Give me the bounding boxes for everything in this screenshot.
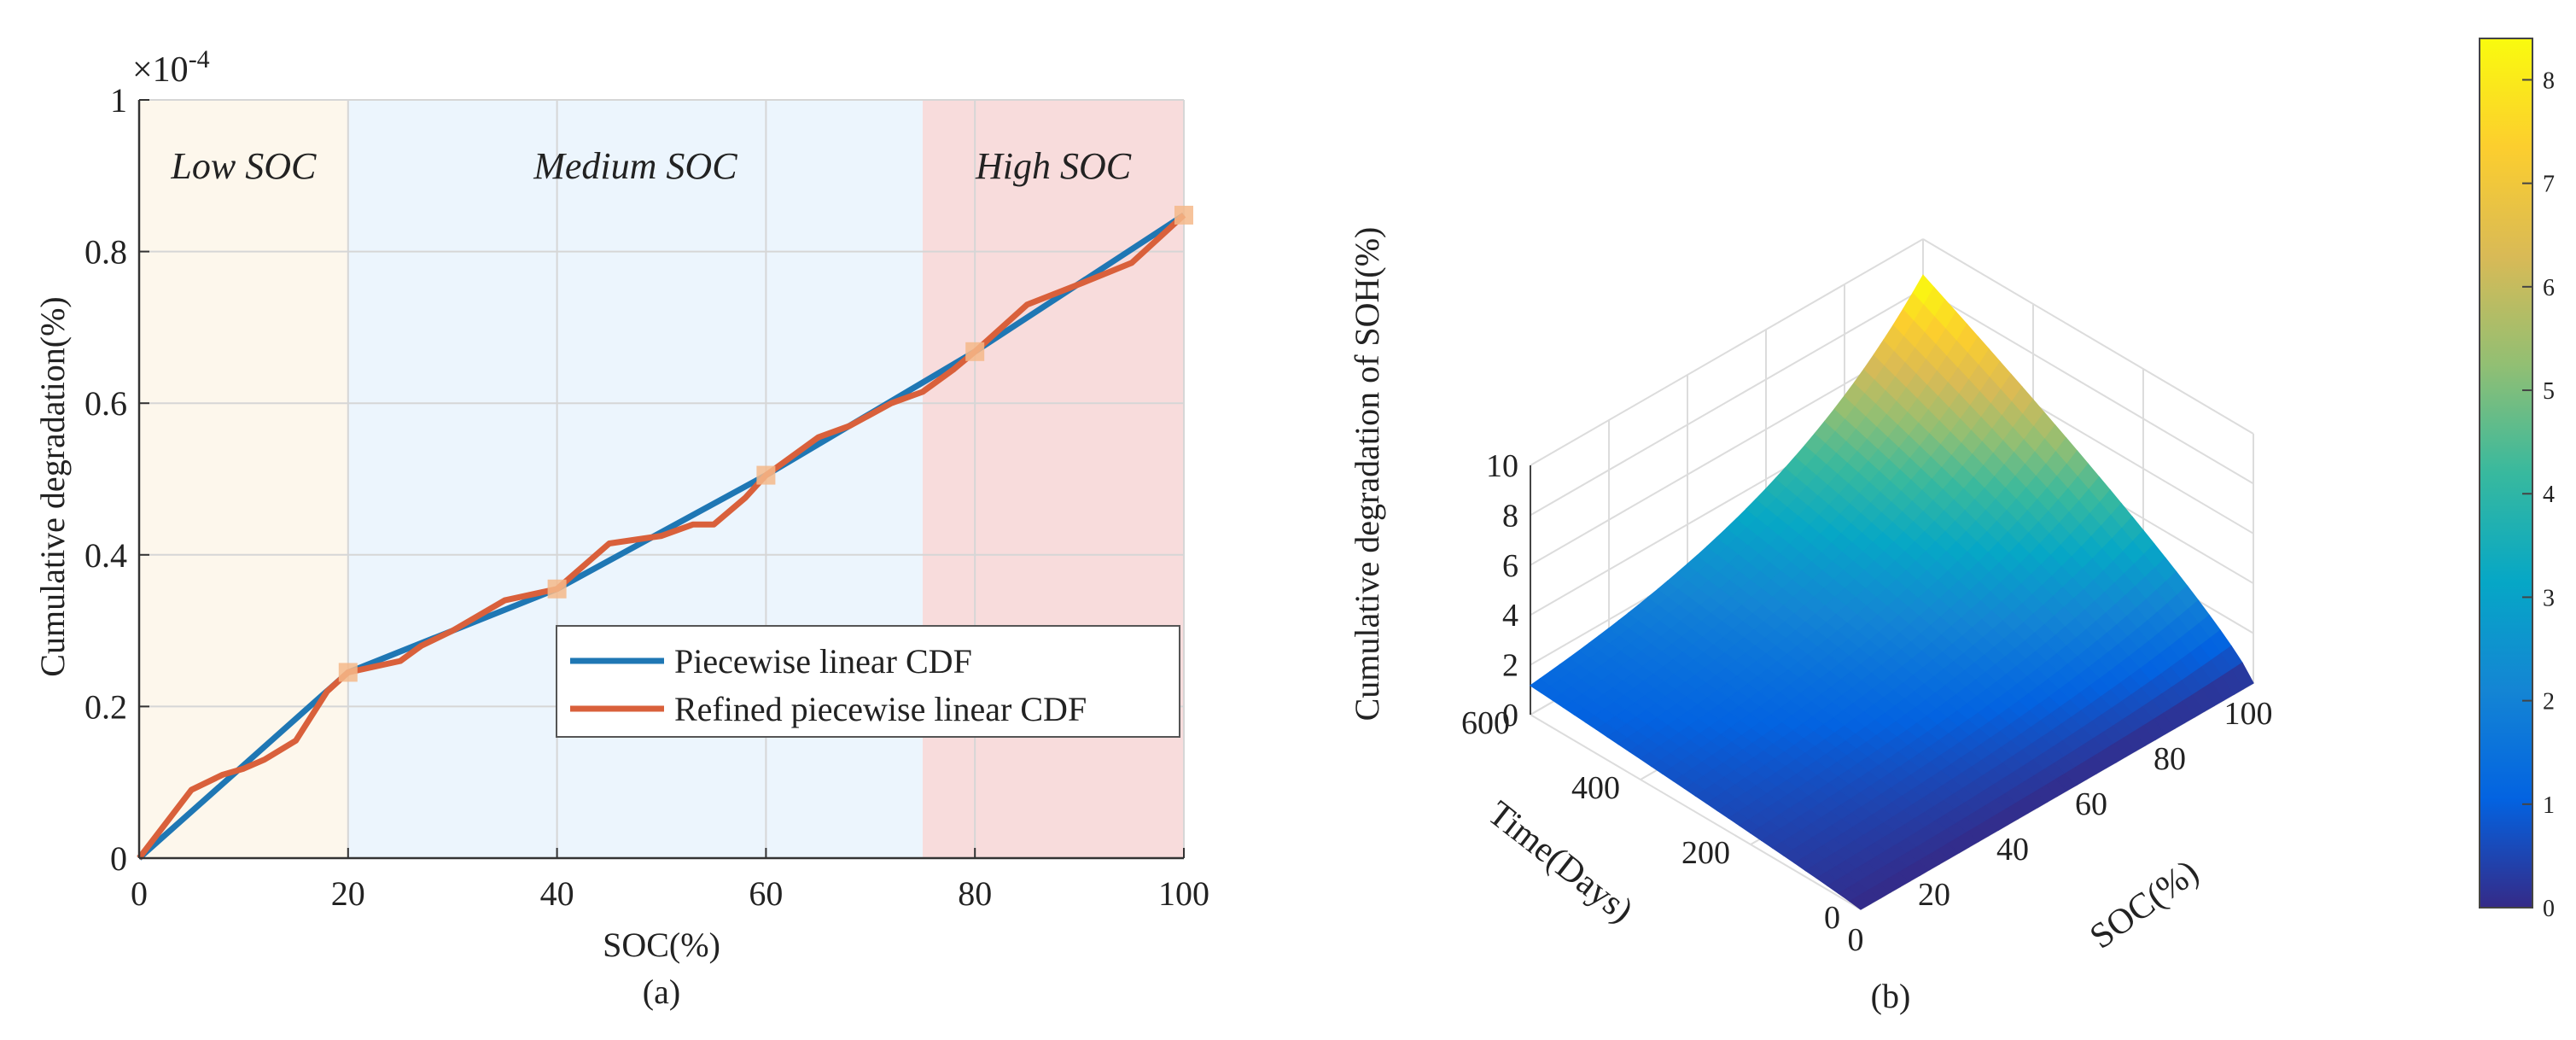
refined-piecewise-linear-cdf-line	[137, 213, 1186, 861]
soc-region-backgrounds	[139, 100, 1184, 858]
x-tick-label: 20	[331, 874, 365, 913]
time-tick-label: 400	[1571, 770, 1620, 806]
time-tick-label: 0	[1824, 900, 1840, 936]
soc-tick-label: 40	[1996, 832, 2029, 868]
y-tick-label: 0.4	[85, 536, 127, 575]
back-wall-gridline	[1530, 238, 1924, 466]
panel-a-tick-labels: 0 20 40 60 80 100 0 0.2 0.4 0.6 0.8 1	[85, 81, 1209, 913]
soc-tick-label: 20	[1918, 877, 1950, 913]
region-1	[347, 100, 923, 858]
z-tick-label: 6	[1502, 548, 1518, 584]
x-tick-label: 80	[958, 874, 992, 913]
y-tick-label: 0.8	[85, 233, 127, 272]
soc-tick-label: 0	[1848, 922, 1864, 958]
degradation-surface	[1529, 274, 2254, 910]
z-tick-label: 0	[1502, 698, 1518, 733]
z-tick-label: 4	[1502, 598, 1518, 634]
x-tick-label: 100	[1158, 874, 1209, 913]
x-tick-label: 40	[540, 874, 574, 913]
x-tick-label: 0	[131, 874, 148, 913]
time-tick-label: 600	[1461, 705, 1510, 741]
y-tick-label: 0.2	[85, 687, 127, 726]
y-tick-label: 0.6	[85, 384, 127, 423]
surface-patch	[2231, 662, 2254, 690]
region-label-0: Low SOC	[170, 145, 317, 187]
breakpoint-marker	[965, 342, 985, 361]
breakpoint-marker	[756, 465, 776, 485]
floor-gridline	[1530, 714, 1862, 910]
side-wall-gridline	[1922, 238, 2254, 435]
colorbar-tick-labels: 0 1 2 3 4 5 6 7 8	[2522, 67, 2555, 922]
panel-a-series-lines	[137, 213, 1186, 861]
region-labels: Low SOC Medium SOC High SOC	[170, 145, 1131, 187]
panel-a-legend: Piecewise linear CDF Refined piecewise l…	[556, 625, 1180, 738]
piecewise-linear-cdf-line	[137, 213, 1186, 861]
colorbar-tick-label: 8	[2543, 67, 2555, 94]
panel-b-time-axis-label: Time(Days)	[1480, 794, 1640, 931]
breakpoint-marker	[1174, 205, 1193, 225]
panel-a-axes	[137, 100, 1184, 860]
region-label-2: High SOC	[975, 145, 1132, 187]
z-tick-label: 10	[1486, 448, 1518, 484]
y-multiplier-label: ×10-4	[132, 45, 210, 90]
back-wall-gridline	[1530, 337, 1924, 566]
colorbar-tick-label: 3	[2543, 585, 2555, 611]
time-tick-label: 200	[1681, 835, 1730, 871]
side-wall-gridline	[1922, 288, 2254, 485]
colorbar-tick-label: 5	[2543, 378, 2555, 405]
breakpoint-marker	[547, 579, 567, 599]
panel-b-soc-axis-label: SOC(%)	[2083, 852, 2206, 956]
panel-b-caption: (b)	[1871, 977, 1911, 1015]
colorbar-tick-label: 0	[2543, 896, 2555, 922]
panel-a-markers	[338, 205, 1193, 682]
colorbar-tick-label: 1	[2543, 792, 2555, 819]
legend-label-refined: Refined piecewise linear CDF	[674, 690, 1087, 728]
panel-a-line-chart: 0 20 40 60 80 100 0 0.2 0.4 0.6 0.8 1 Low SOC Medium…	[33, 45, 1209, 1011]
z-tick-label: 2	[1502, 648, 1518, 684]
breakpoint-marker	[338, 663, 358, 682]
panel-a-x-axis-label: SOC(%)	[603, 926, 720, 964]
region-2	[923, 100, 1184, 858]
panel-b-z-axis-label: Cumulative degradation of SOH(%)	[1348, 227, 1386, 722]
soc-tick-label: 80	[2153, 741, 2186, 777]
z-tick-label: 8	[1502, 498, 1518, 534]
panel-a-y-axis-label: Cumulative degradation(%)	[33, 296, 72, 676]
legend-label-piecewise: Piecewise linear CDF	[674, 642, 972, 681]
panel-a-caption: (a)	[643, 973, 680, 1011]
colorbar-tick-label: 2	[2543, 689, 2555, 716]
soc-tick-label: 100	[2224, 696, 2273, 732]
soc-tick-label: 60	[2075, 786, 2107, 822]
y-tick-label: 0	[110, 839, 127, 878]
region-0	[139, 100, 348, 858]
y-tick-label: 1	[110, 81, 127, 120]
colorbar	[2479, 38, 2533, 909]
region-label-1: Medium SOC	[533, 145, 737, 187]
back-wall-gridline	[1530, 288, 1924, 517]
colorbar-tick-label: 7	[2543, 172, 2555, 198]
colorbar-tick-label: 6	[2543, 275, 2555, 301]
x-tick-label: 60	[749, 874, 783, 913]
colorbar-tick-label: 4	[2543, 482, 2555, 508]
